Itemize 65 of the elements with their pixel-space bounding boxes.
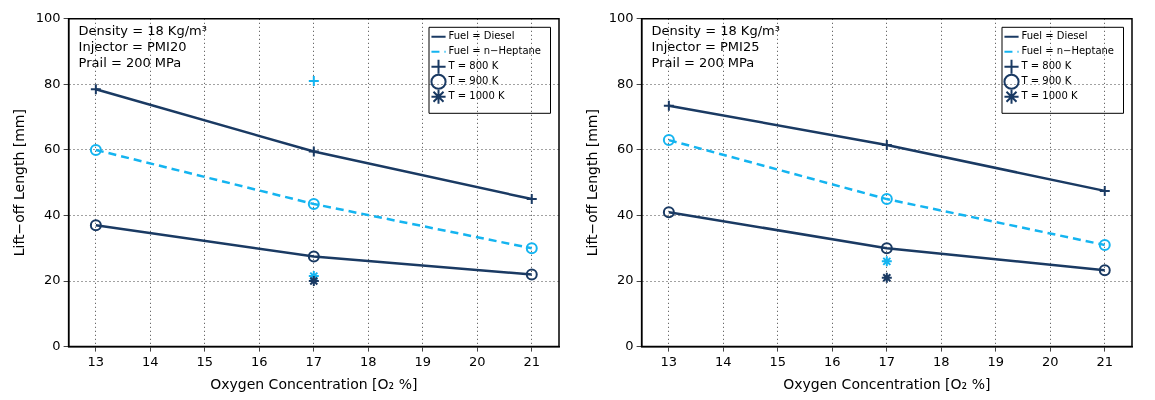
y-axis-title: Lift−off Length [mm] [11, 109, 28, 257]
legend-label: Fuel = n−Heptane [1021, 45, 1115, 57]
x-tick-label: 18 [360, 353, 377, 369]
x-tick-label: 19 [987, 353, 1005, 369]
x-tick-label: 21 [1096, 353, 1114, 369]
legend-label: T = 1000 K [447, 90, 505, 102]
x-tick-label: 13 [660, 353, 678, 369]
annotation: Prail = 200 MPa [78, 54, 182, 70]
legend-label: T = 800 K [1020, 60, 1072, 72]
point [880, 193, 893, 206]
point [662, 206, 675, 219]
point [880, 242, 893, 255]
y-tick-label: 60 [44, 141, 61, 157]
y-tick-label: 40 [44, 206, 61, 222]
x-tick-label: 15 [196, 353, 214, 369]
point [1098, 264, 1111, 277]
x-tick-label: 17 [305, 353, 323, 369]
x-tick-label: 14 [715, 353, 732, 369]
legend-label: Fuel = n−Heptane [448, 45, 542, 57]
point [880, 271, 893, 284]
y-tick-label: 40 [617, 206, 634, 222]
annotation: Prail = 200 MPa [651, 54, 755, 70]
x-axis-title: Oxygen Concentration [O₂ %] [210, 376, 418, 393]
legend-label: T = 900 K [1020, 75, 1072, 87]
point [307, 250, 320, 263]
annotation: Injector = PMI25 [651, 38, 760, 54]
point [89, 143, 102, 156]
y-tick-label: 80 [44, 75, 61, 91]
point [525, 242, 538, 255]
x-tick-label: 19 [414, 353, 432, 369]
point [307, 198, 320, 211]
legend-label: T = 900 K [447, 75, 499, 87]
y-tick-label: 100 [35, 10, 61, 26]
annotation: Density = 18 Kg/m³ [78, 22, 207, 38]
y-tick-label: 20 [617, 272, 634, 288]
x-tick-label: 16 [251, 353, 268, 369]
legend-label: T = 1000 K [1020, 90, 1078, 102]
x-tick-label: 15 [769, 353, 787, 369]
y-tick-label: 0 [625, 337, 634, 353]
x-axis-title: Oxygen Concentration [O₂ %] [783, 376, 991, 393]
point [89, 219, 102, 232]
y-tick-label: 0 [52, 337, 61, 353]
y-tick-label: 80 [617, 75, 634, 91]
x-tick-label: 18 [933, 353, 950, 369]
x-tick-label: 20 [1042, 353, 1059, 369]
y-tick-label: 60 [617, 141, 634, 157]
x-tick-label: 14 [142, 353, 159, 369]
y-axis-title: Lift−off Length [mm] [584, 109, 601, 257]
annotation: Density = 18 Kg/m³ [651, 22, 780, 38]
x-tick-label: 21 [523, 353, 541, 369]
y-tick-label: 20 [44, 272, 61, 288]
x-tick-label: 16 [824, 353, 841, 369]
y-tick-label: 100 [608, 10, 634, 26]
point [880, 255, 893, 268]
legend-label: Fuel = Diesel [1021, 30, 1088, 42]
legend-label: Fuel = Diesel [448, 30, 515, 42]
x-tick-label: 13 [87, 353, 105, 369]
point [1098, 238, 1111, 251]
point [89, 83, 102, 96]
x-tick-label: 17 [878, 353, 896, 369]
x-tick-label: 20 [469, 353, 486, 369]
legend-label: T = 800 K [447, 60, 499, 72]
point [525, 268, 538, 281]
annotation: Injector = PMI20 [78, 38, 187, 54]
point [662, 134, 675, 147]
